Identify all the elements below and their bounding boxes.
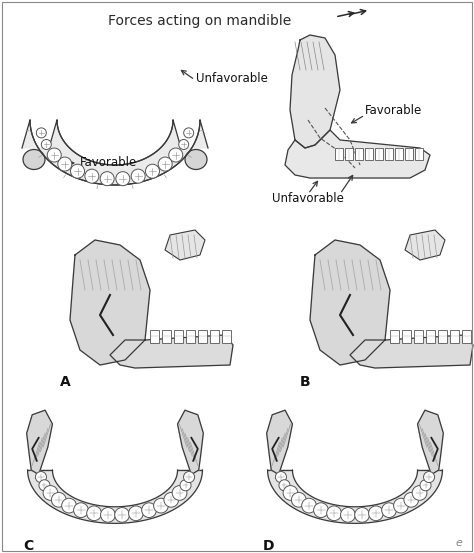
Bar	[335, 148, 343, 160]
Ellipse shape	[185, 149, 207, 170]
Circle shape	[41, 139, 51, 149]
Circle shape	[58, 157, 72, 171]
Bar	[426, 330, 435, 343]
Polygon shape	[290, 35, 340, 148]
Circle shape	[36, 128, 46, 138]
Bar	[365, 148, 373, 160]
Circle shape	[404, 493, 419, 507]
Bar	[198, 330, 207, 343]
Circle shape	[142, 503, 156, 518]
Bar	[345, 148, 353, 160]
Circle shape	[279, 480, 290, 491]
Circle shape	[420, 480, 431, 491]
Text: Unfavorable: Unfavorable	[272, 191, 344, 205]
Bar	[415, 148, 423, 160]
Circle shape	[292, 493, 306, 507]
Circle shape	[179, 139, 189, 149]
Bar	[162, 330, 171, 343]
Bar	[405, 148, 413, 160]
Circle shape	[87, 506, 101, 521]
Bar	[385, 148, 393, 160]
Bar	[402, 330, 411, 343]
Polygon shape	[110, 335, 233, 368]
Circle shape	[424, 472, 435, 483]
Circle shape	[393, 498, 408, 513]
Text: C: C	[23, 539, 33, 553]
Text: Favorable: Favorable	[80, 156, 137, 170]
Circle shape	[275, 472, 286, 483]
Circle shape	[172, 486, 187, 500]
Circle shape	[73, 503, 88, 518]
Circle shape	[355, 508, 369, 522]
Circle shape	[131, 169, 145, 183]
Circle shape	[283, 486, 298, 500]
Circle shape	[85, 169, 99, 183]
Circle shape	[62, 498, 76, 513]
Bar	[395, 148, 403, 160]
Text: e: e	[455, 538, 462, 548]
Circle shape	[169, 148, 183, 162]
Circle shape	[146, 164, 159, 178]
Polygon shape	[27, 470, 202, 523]
Circle shape	[314, 503, 328, 518]
Text: Unfavorable: Unfavorable	[196, 71, 268, 85]
Circle shape	[327, 506, 341, 521]
Polygon shape	[27, 410, 53, 474]
Circle shape	[183, 472, 194, 483]
Bar	[375, 148, 383, 160]
Polygon shape	[178, 410, 203, 474]
Bar	[438, 330, 447, 343]
Ellipse shape	[23, 149, 45, 170]
Bar	[210, 330, 219, 343]
Polygon shape	[70, 240, 150, 365]
Bar	[390, 330, 399, 343]
Bar	[186, 330, 195, 343]
Circle shape	[158, 157, 172, 171]
Text: D: D	[263, 539, 274, 553]
Polygon shape	[22, 120, 208, 185]
Text: B: B	[300, 375, 310, 389]
Polygon shape	[418, 410, 443, 474]
Circle shape	[36, 472, 46, 483]
Polygon shape	[310, 240, 390, 365]
Circle shape	[341, 508, 356, 522]
Circle shape	[180, 480, 191, 491]
Circle shape	[71, 164, 84, 178]
Polygon shape	[350, 335, 473, 368]
Bar	[450, 330, 459, 343]
Circle shape	[116, 171, 130, 186]
Circle shape	[51, 493, 66, 507]
Text: A: A	[60, 375, 71, 389]
Bar	[222, 330, 231, 343]
Circle shape	[115, 508, 129, 522]
Circle shape	[412, 486, 427, 500]
Bar	[414, 330, 423, 343]
Circle shape	[164, 493, 179, 507]
Text: Forces acting on mandible: Forces acting on mandible	[109, 14, 292, 28]
Polygon shape	[405, 230, 445, 260]
Circle shape	[47, 148, 61, 162]
Circle shape	[301, 498, 317, 513]
Bar	[462, 330, 471, 343]
Circle shape	[43, 486, 58, 500]
Bar	[150, 330, 159, 343]
Circle shape	[100, 508, 115, 522]
Circle shape	[369, 506, 383, 521]
Polygon shape	[285, 130, 430, 178]
Text: Favorable: Favorable	[365, 103, 422, 117]
Bar	[174, 330, 183, 343]
Circle shape	[154, 498, 168, 513]
Circle shape	[100, 171, 114, 186]
Polygon shape	[268, 470, 442, 523]
Circle shape	[184, 128, 194, 138]
Bar	[355, 148, 363, 160]
Circle shape	[382, 503, 396, 518]
Polygon shape	[267, 410, 292, 474]
Circle shape	[128, 506, 143, 521]
Polygon shape	[165, 230, 205, 260]
Circle shape	[39, 480, 50, 491]
